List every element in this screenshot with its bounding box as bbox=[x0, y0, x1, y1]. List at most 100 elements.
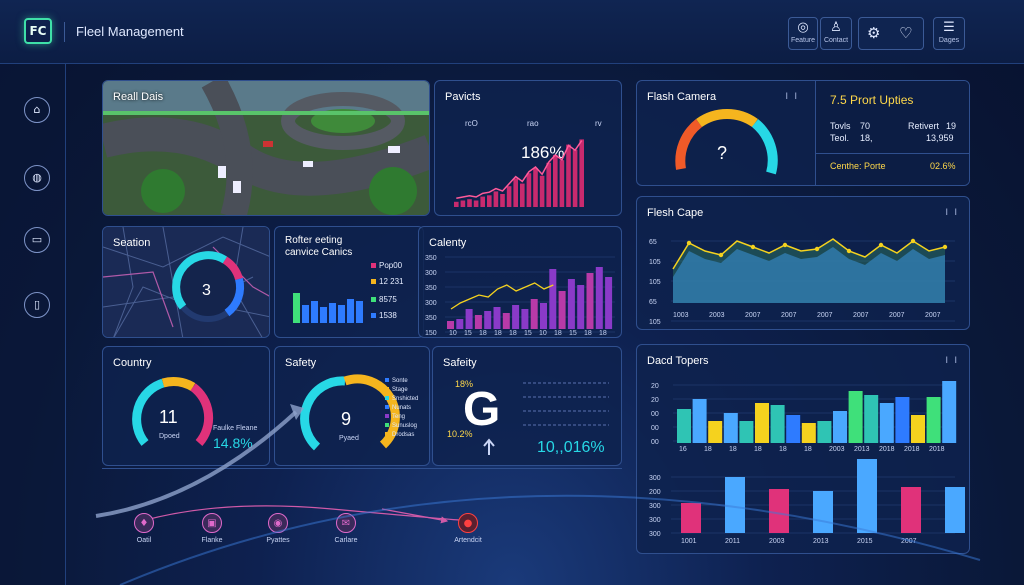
safety-sub: Pyaed bbox=[339, 435, 359, 442]
dead-x-tick-top: 2003 bbox=[829, 446, 845, 453]
flesh-x-tick: 2007 bbox=[817, 312, 833, 319]
dead-x-tick-top: 2018 bbox=[929, 446, 945, 453]
dead-x-tick-bottom: 1001 bbox=[681, 538, 697, 545]
safety-legend-label: Sonte bbox=[392, 378, 408, 384]
roster-bar bbox=[302, 305, 309, 323]
pavicts-bar bbox=[487, 195, 492, 207]
dead-bar-top bbox=[739, 421, 754, 443]
country-gauge-pink bbox=[190, 383, 214, 446]
calenty-bar bbox=[530, 299, 538, 329]
gauge-segment-orange bbox=[675, 119, 703, 170]
flesh-area-green bbox=[673, 239, 945, 303]
flesh-cape-title: Flesh Cape bbox=[647, 207, 704, 219]
safeity-panel: Safeity 18% 10.2% G 10,,016% bbox=[432, 346, 622, 466]
flow-node-5-icon[interactable]: ● bbox=[458, 513, 478, 533]
safeity-big-value: 10,,016% bbox=[537, 439, 605, 456]
dead-bar-bottom bbox=[725, 477, 745, 533]
sidebar-device-button[interactable]: ▯ bbox=[24, 292, 50, 318]
sidebar-globe-button[interactable]: ◍ bbox=[24, 165, 50, 191]
country-side-label: Faulke Fleane bbox=[213, 425, 258, 432]
calenty-y-tick: 350 bbox=[425, 315, 437, 322]
calenty-x-tick: 18 bbox=[584, 330, 592, 337]
calenty-x-tick: 15 bbox=[464, 330, 472, 337]
calenty-y-tick: 350 bbox=[425, 285, 437, 292]
calenty-x-tick: 10 bbox=[539, 330, 547, 337]
safety-legend-dot bbox=[385, 378, 389, 382]
dead-x-tick-top: 18 bbox=[704, 446, 712, 453]
flow-node-5-label: Artendcit bbox=[454, 537, 482, 544]
safety-legend-item: Snshicted bbox=[385, 395, 418, 404]
dead-y-tick-bottom: 300 bbox=[649, 503, 661, 510]
dead-y-tick-top: 00 bbox=[651, 411, 659, 418]
roster-bar bbox=[311, 301, 318, 323]
flow-node-1-label: Oatil bbox=[136, 537, 152, 544]
pavicts-bar bbox=[506, 186, 512, 207]
seation-map bbox=[103, 227, 269, 337]
calenty-bar bbox=[456, 319, 464, 329]
sidebar-home-button[interactable]: ⌂ bbox=[24, 97, 50, 123]
calenty-bar bbox=[595, 267, 603, 329]
pages-button[interactable]: ☰ Dages bbox=[933, 17, 965, 50]
card-icon: ▭ bbox=[31, 233, 43, 246]
gear-icon[interactable]: ⚙ bbox=[867, 24, 881, 42]
flash-camera-controls[interactable]: I I bbox=[785, 91, 799, 101]
pavicts-bar bbox=[520, 183, 525, 207]
flow-node-4-icon[interactable]: ✉ bbox=[336, 513, 356, 533]
dead-x-tick-top: 18 bbox=[754, 446, 762, 453]
heart-icon[interactable]: ♡ bbox=[899, 24, 913, 42]
logo-divider bbox=[64, 22, 65, 42]
safety-gauge bbox=[300, 374, 400, 451]
dead-bar-top bbox=[755, 403, 769, 443]
sidebar-card-button[interactable]: ▭ bbox=[24, 227, 50, 253]
flesh-x-tick: 2003 bbox=[709, 312, 725, 319]
contact-button[interactable]: ♙ Contact bbox=[820, 17, 852, 50]
flesh-cape-chart: 65 105 105 65 105 1003 2003 2007 2007 2007 2007 200… bbox=[649, 238, 955, 326]
top-bar: FC Fleel Management ◎ Feature ♙ Contact … bbox=[0, 0, 1024, 64]
real-data-title: Reall Dais bbox=[113, 91, 164, 103]
dead-topers-controls[interactable]: I I bbox=[945, 355, 959, 365]
safeity-pct-top: 18% bbox=[455, 379, 474, 389]
pavicts-bar bbox=[572, 149, 578, 207]
feature-button[interactable]: ◎ Feature bbox=[788, 17, 818, 50]
calenty-bar bbox=[540, 303, 547, 329]
safety-legend-dot bbox=[385, 405, 389, 409]
flesh-cape-controls[interactable]: I I bbox=[945, 207, 959, 217]
pavicts-bar bbox=[493, 191, 499, 207]
dead-y-tick-top: 20 bbox=[651, 397, 659, 404]
calenty-bar bbox=[484, 311, 492, 329]
pavicts-bar bbox=[533, 168, 538, 207]
flow-node-2-icon[interactable]: ▣ bbox=[202, 513, 222, 533]
flow-node-1-icon[interactable]: ♦ bbox=[134, 513, 154, 533]
pavicts-legend-2: rao bbox=[527, 119, 539, 128]
app-logo[interactable]: FC bbox=[24, 18, 52, 44]
calenty-x-tick: 18 bbox=[479, 330, 487, 337]
flow-node-3-icon[interactable]: ◉ bbox=[268, 513, 288, 533]
stat-row-1-right-label: Retivert bbox=[908, 121, 940, 131]
dead-x-tick-top: 2013 bbox=[854, 446, 870, 453]
profit-stats-box: 7.5 Prort Upties Tovls 70 Retivert 19 Te… bbox=[815, 81, 969, 185]
pavicts-bar bbox=[460, 200, 466, 207]
dead-bar-top bbox=[926, 397, 941, 443]
calenty-bar bbox=[502, 313, 510, 329]
calenty-bar bbox=[577, 285, 585, 329]
flesh-point bbox=[814, 246, 820, 252]
dead-bar-top bbox=[770, 405, 785, 443]
roster-bar bbox=[293, 293, 300, 323]
safety-legend-label: Snshicted bbox=[392, 396, 419, 402]
home-icon: ⌂ bbox=[33, 103, 41, 116]
dead-y-tick-top: 20 bbox=[651, 383, 659, 390]
roster-legend-3: 8575 bbox=[371, 295, 397, 304]
roster-bar bbox=[320, 307, 327, 323]
roster-title-line1: Rofter eeting bbox=[285, 235, 343, 246]
app-title: Fleel Management bbox=[76, 24, 184, 39]
dead-bar-top bbox=[677, 409, 691, 443]
flesh-x-tick: 1003 bbox=[673, 312, 689, 319]
dead-bar-top bbox=[864, 395, 879, 443]
settings-favorites-group: ⚙ ♡ bbox=[858, 17, 924, 50]
dead-bar-top bbox=[692, 399, 707, 443]
roster-legend-3-label: 8575 bbox=[379, 295, 397, 304]
legend-dot-blue bbox=[371, 313, 376, 318]
aerial-road-map bbox=[103, 81, 429, 215]
country-panel: Country 11 Dpoed Faulke Fleane 14.8% bbox=[102, 346, 270, 466]
flow-node-3-label: Pyattes bbox=[266, 537, 290, 544]
